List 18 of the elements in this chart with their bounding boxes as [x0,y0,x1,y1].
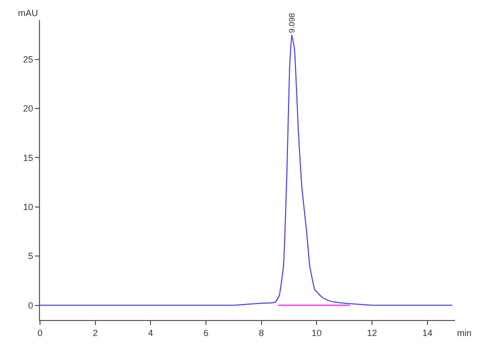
y-axis-title: mAU [18,8,38,18]
y-tick-label: 10 [23,202,34,212]
x-tick-label: 12 [366,328,378,338]
x-tick-label: 2 [92,328,98,338]
x-axis-title: min [457,328,472,338]
x-tick-label: 0 [37,328,43,338]
y-tick-label: 5 [28,251,34,262]
x-tick-label: 4 [148,328,154,338]
line-series [40,34,453,306]
y-tick-label: 15 [23,152,34,163]
x-tick-label: 8 [258,328,264,338]
x-tick-label: 14 [422,328,432,338]
annotation: 9.098 [288,12,297,34]
y-tick-label: 20 [23,104,34,114]
x-tick-label: 10 [312,328,322,338]
x-tick-label: 6 [203,328,209,338]
y-tick-label: 25 [23,54,34,64]
y-tick-label: 0 [28,300,34,310]
